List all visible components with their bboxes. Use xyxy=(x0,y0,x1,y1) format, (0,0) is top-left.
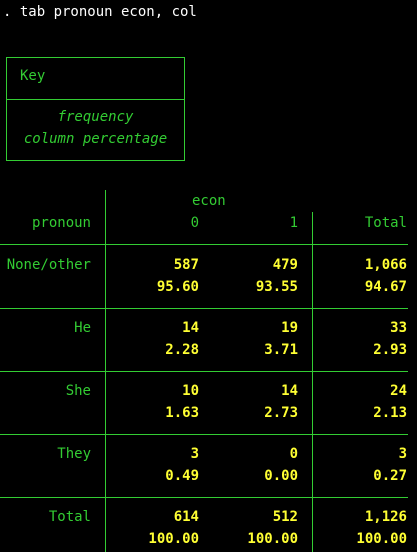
column-header: 0 xyxy=(190,215,199,231)
key-box: Key frequency column percentage xyxy=(6,57,185,161)
percentage-cell: 2.73 xyxy=(264,405,298,421)
frequency-cell: 33 xyxy=(390,320,407,336)
row-label: None/other xyxy=(6,257,91,273)
total-percentage-cell: 100.00 xyxy=(148,531,199,547)
row-divider xyxy=(0,371,408,372)
percentage-cell: 95.60 xyxy=(156,279,199,295)
percentage-cell: 2.13 xyxy=(373,405,407,421)
row-label: He xyxy=(74,320,91,336)
frequency-cell: 479 xyxy=(272,257,298,273)
key-column-percentage-label: column percentage xyxy=(23,131,168,147)
percentage-cell: 2.28 xyxy=(165,342,199,358)
header-divider xyxy=(0,244,408,245)
frequency-cell: 587 xyxy=(173,257,199,273)
key-frequency-label: frequency xyxy=(57,109,134,125)
total-row-label: Total xyxy=(48,509,91,525)
frequency-cell: 1,066 xyxy=(364,257,407,273)
frequency-cell: 19 xyxy=(281,320,298,336)
row-divider xyxy=(0,434,408,435)
percentage-cell: 1.63 xyxy=(165,405,199,421)
frequency-cell: 14 xyxy=(281,383,298,399)
frequency-cell: 3 xyxy=(190,446,199,462)
frequency-cell: 24 xyxy=(390,383,407,399)
total-frequency-cell: 614 xyxy=(173,509,199,525)
total-percentage-cell: 100.00 xyxy=(247,531,298,547)
frequency-cell: 3 xyxy=(398,446,407,462)
total-percentage-cell: 100.00 xyxy=(356,531,407,547)
percentage-cell: 93.55 xyxy=(255,279,298,295)
row-divider xyxy=(0,308,408,309)
key-divider xyxy=(7,99,184,100)
row-label: They xyxy=(57,446,91,462)
frequency-cell: 0 xyxy=(289,446,298,462)
total-frequency-cell: 512 xyxy=(272,509,298,525)
row-variable-name: pronoun xyxy=(31,215,91,231)
column-header: 1 xyxy=(289,215,298,231)
total-column-divider xyxy=(312,212,313,552)
percentage-cell: 94.67 xyxy=(364,279,407,295)
command-line: . tab pronoun econ, col xyxy=(3,4,197,20)
column-header-total: Total xyxy=(364,215,407,231)
key-title: Key xyxy=(20,68,46,84)
frequency-cell: 10 xyxy=(182,383,199,399)
percentage-cell: 3.71 xyxy=(264,342,298,358)
total-frequency-cell: 1,126 xyxy=(364,509,407,525)
frequency-cell: 14 xyxy=(182,320,199,336)
percentage-cell: 0.49 xyxy=(165,468,199,484)
column-variable-name: econ xyxy=(192,193,226,209)
total-row-divider xyxy=(0,497,408,498)
percentage-cell: 2.93 xyxy=(373,342,407,358)
percentage-cell: 0.27 xyxy=(373,468,407,484)
row-label: She xyxy=(65,383,91,399)
percentage-cell: 0.00 xyxy=(264,468,298,484)
